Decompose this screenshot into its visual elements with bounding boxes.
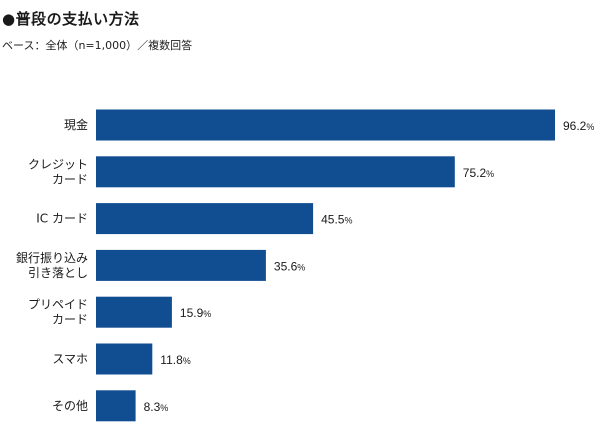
category-label: 現金 bbox=[64, 117, 88, 132]
category-label: IC カード bbox=[36, 212, 88, 226]
bar bbox=[96, 390, 136, 422]
value-label: 11.8% bbox=[160, 353, 190, 367]
category-label: カード bbox=[52, 313, 88, 327]
chart-title: ●普段の支払い方法 bbox=[2, 10, 140, 28]
bar bbox=[96, 109, 555, 141]
chart-subtitle: ベース：全体（n=1,000）／複数回答 bbox=[2, 39, 193, 52]
value-label: 15.9% bbox=[180, 306, 211, 320]
category-label: クレジット bbox=[28, 157, 88, 171]
category-label: 引き落とし bbox=[28, 266, 88, 280]
value-label: 96.2% bbox=[563, 119, 594, 133]
value-label: 45.5% bbox=[321, 213, 352, 227]
category-label: スマホ bbox=[52, 352, 88, 366]
category-label: カード bbox=[52, 172, 88, 186]
category-label: 銀行振り込み bbox=[16, 251, 88, 265]
bar bbox=[96, 296, 172, 328]
bar bbox=[96, 249, 266, 281]
category-label: プリペイド bbox=[28, 298, 88, 312]
bar bbox=[96, 203, 314, 235]
category-label: その他 bbox=[52, 399, 88, 413]
bar bbox=[96, 156, 455, 188]
value-label: 8.3% bbox=[144, 400, 169, 414]
value-label: 75.2% bbox=[463, 166, 494, 180]
value-label: 35.6% bbox=[274, 259, 305, 273]
bar bbox=[96, 343, 153, 375]
